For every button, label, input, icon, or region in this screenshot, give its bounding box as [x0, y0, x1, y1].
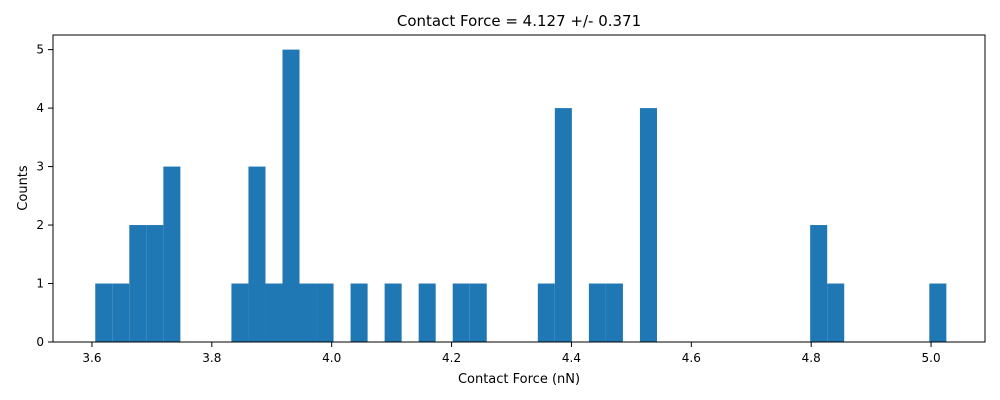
histogram-bar — [265, 283, 283, 342]
histogram-bar — [248, 166, 266, 342]
y-tick-label: 0 — [36, 335, 44, 349]
histogram-bar — [350, 283, 368, 342]
histogram-bar — [469, 283, 487, 342]
y-tick-label: 4 — [36, 101, 44, 115]
histogram-bar — [316, 283, 334, 342]
histogram-bar — [827, 283, 845, 342]
chart-title: Contact Force = 4.127 +/- 0.371 — [397, 12, 641, 30]
y-tick-label: 5 — [36, 43, 44, 57]
histogram-bar — [112, 283, 130, 342]
y-tick-label: 3 — [36, 160, 44, 174]
y-tick-label: 2 — [36, 218, 44, 232]
histogram-bar — [282, 49, 300, 342]
y-tick-label: 1 — [36, 277, 44, 291]
histogram-bar — [554, 108, 572, 342]
x-tick-label: 4.6 — [682, 351, 701, 365]
histogram-bar — [639, 108, 657, 342]
x-tick-label: 4.0 — [322, 351, 341, 365]
histogram-bar — [929, 283, 947, 342]
histogram-bar — [452, 283, 470, 342]
y-ticks: 0 1 2 3 4 5 — [36, 43, 53, 349]
x-tick-label: 4.4 — [562, 351, 581, 365]
bars-group — [95, 49, 947, 342]
histogram-bar — [146, 225, 164, 342]
x-ticks: 3.6 3.8 4.0 4.2 4.4 4.6 4.8 5.0 — [82, 342, 941, 365]
x-tick-label: 4.8 — [802, 351, 821, 365]
histogram-bar — [95, 283, 113, 342]
histogram-bar — [418, 283, 436, 342]
x-tick-label: 3.6 — [82, 351, 101, 365]
plot-frame — [52, 34, 986, 343]
histogram-bar — [537, 283, 555, 342]
x-tick-label: 5.0 — [922, 351, 941, 365]
histogram-bar — [605, 283, 623, 342]
y-axis-label: Counts — [16, 165, 31, 211]
histogram-bar — [588, 283, 606, 342]
x-axis-label: Contact Force (nN) — [458, 372, 580, 387]
histogram-bar — [810, 225, 828, 342]
x-tick-label: 4.2 — [442, 351, 461, 365]
histogram-bar — [129, 225, 147, 342]
histogram-bar — [231, 283, 249, 342]
histogram-bar — [384, 283, 402, 342]
x-tick-label: 3.8 — [202, 351, 221, 365]
histogram-bar — [299, 283, 317, 342]
histogram-bar — [163, 166, 181, 342]
